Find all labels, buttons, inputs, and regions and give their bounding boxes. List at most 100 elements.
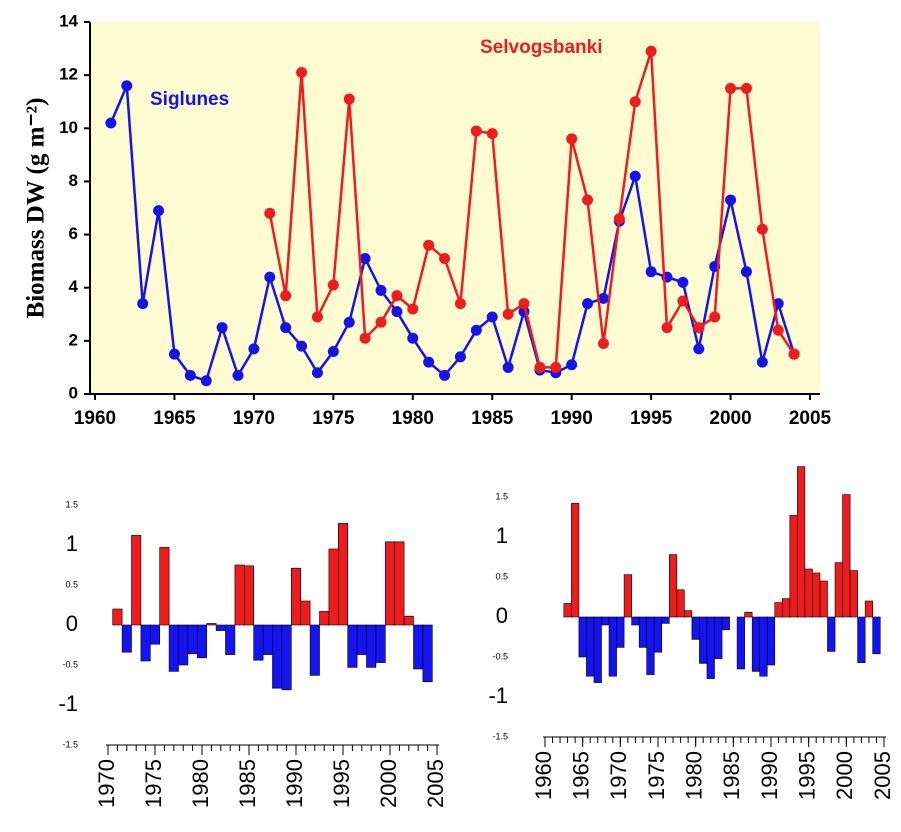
plot-background <box>90 22 820 394</box>
y-tick-label: 2 <box>69 330 78 349</box>
y-tick-label: -1 <box>58 691 78 716</box>
x-tick-label: 1980 <box>681 751 706 800</box>
bar <box>178 624 189 666</box>
bar <box>140 624 151 662</box>
data-point <box>788 348 800 360</box>
bar <box>571 503 580 618</box>
bar <box>751 616 761 672</box>
data-point <box>772 324 784 336</box>
bar <box>872 616 881 655</box>
y-tick-label: -0.5 <box>492 651 508 661</box>
data-point <box>327 279 339 291</box>
bar <box>337 523 348 626</box>
data-point <box>629 96 641 108</box>
y-tick-label: 6 <box>69 224 78 243</box>
data-point <box>756 223 768 235</box>
data-point <box>168 348 180 360</box>
data-point <box>407 332 419 344</box>
y-tick-label: 12 <box>59 65 78 84</box>
data-point <box>597 292 609 304</box>
bar <box>608 616 617 677</box>
data-point <box>645 45 657 57</box>
data-point <box>375 284 387 296</box>
data-point <box>740 82 752 94</box>
x-tick-label: 1990 <box>551 408 593 429</box>
data-point <box>693 343 705 355</box>
bar <box>328 548 339 626</box>
bar <box>403 615 414 626</box>
data-point <box>645 266 657 278</box>
data-point <box>439 252 451 264</box>
data-point <box>518 298 530 310</box>
x-tick-label: 1990 <box>757 751 782 800</box>
data-point <box>725 194 737 206</box>
bar <box>309 624 320 676</box>
bar <box>759 616 768 677</box>
bar <box>197 624 208 659</box>
bar <box>366 624 377 668</box>
data-point <box>582 194 594 206</box>
bar <box>676 589 685 618</box>
data-point <box>359 332 371 344</box>
bar <box>112 608 123 626</box>
y-tick-label: 8 <box>69 171 78 190</box>
bar <box>834 562 843 618</box>
bar <box>225 624 236 655</box>
bar <box>601 616 610 626</box>
data-point <box>486 128 498 140</box>
data-point <box>327 345 339 357</box>
bar <box>413 624 424 670</box>
x-tick-label: 1975 <box>141 759 166 808</box>
data-point <box>296 340 308 352</box>
bar <box>781 598 791 618</box>
bar <box>347 624 358 668</box>
bar <box>857 616 866 663</box>
y-tick-label: -0.5 <box>62 659 78 669</box>
x-tick-label: 1995 <box>630 408 673 429</box>
bar <box>789 515 798 618</box>
bar <box>384 541 395 626</box>
x-tick-label: 2000 <box>376 759 401 808</box>
data-point <box>407 303 419 315</box>
bar <box>804 568 813 618</box>
x-tick-label: 1995 <box>329 759 354 808</box>
bar <box>653 616 663 653</box>
bar <box>394 541 405 626</box>
bar <box>272 624 283 689</box>
bar <box>646 616 655 675</box>
data-point <box>105 117 117 129</box>
y-tick-label: 0.5 <box>65 579 78 589</box>
bar <box>842 494 851 618</box>
data-point <box>725 82 737 94</box>
bar <box>623 574 632 618</box>
data-point <box>343 316 355 328</box>
bar <box>356 624 367 655</box>
data-point <box>454 298 466 310</box>
bar <box>819 580 828 618</box>
x-tick-label: 1960 <box>74 408 116 429</box>
bar <box>586 616 595 677</box>
bar <box>684 610 693 618</box>
data-point <box>343 93 355 105</box>
y-tick-label: 0 <box>496 603 508 628</box>
y-tick-label: 14 <box>59 11 78 30</box>
bar <box>812 572 821 618</box>
data-point <box>661 322 673 334</box>
x-tick-label: 2005 <box>870 751 895 800</box>
bar <box>736 616 745 670</box>
data-point <box>359 252 371 264</box>
x-tick-label: 1985 <box>235 759 260 808</box>
x-tick-label: 1970 <box>94 759 119 808</box>
bar <box>300 600 311 626</box>
x-tick-label: 1985 <box>471 408 514 429</box>
data-point <box>677 295 689 307</box>
data-point <box>709 311 721 323</box>
data-point <box>550 361 562 373</box>
y-tick-label: 1.5 <box>65 499 78 509</box>
bar <box>827 616 836 652</box>
bar <box>281 624 292 691</box>
bar <box>797 466 806 618</box>
data-point <box>264 271 276 283</box>
bar <box>638 616 648 648</box>
data-point <box>423 356 435 368</box>
